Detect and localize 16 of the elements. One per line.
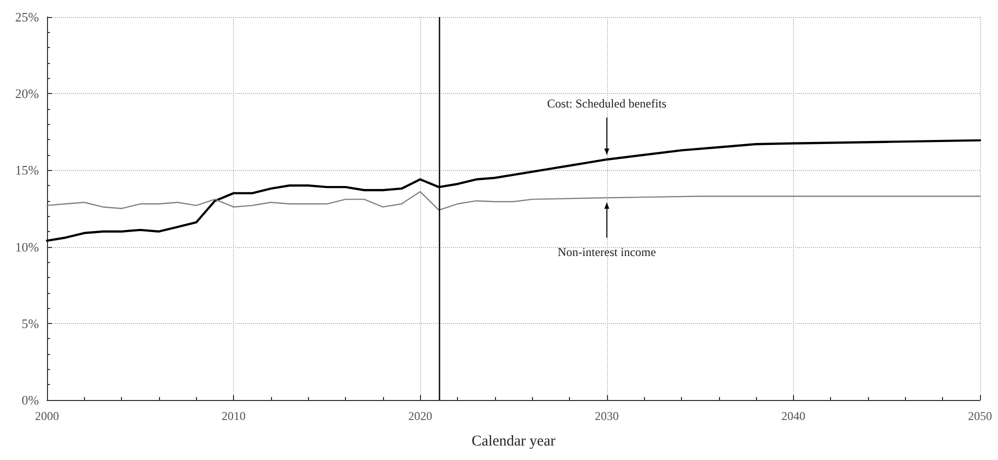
x-axis-title: Calendar year xyxy=(472,434,556,450)
y-tick-label: 10% xyxy=(15,239,40,254)
y-tick-label: 5% xyxy=(22,316,40,331)
x-tick-label: 2050 xyxy=(968,409,992,423)
x-tick-label: 2040 xyxy=(781,409,806,423)
y-tick-label: 15% xyxy=(15,162,40,178)
y-tick-label: 20% xyxy=(15,86,40,102)
annotation: Cost: Scheduled benefits xyxy=(547,96,667,110)
line-series xyxy=(46,191,981,211)
y-tick-label: 0% xyxy=(22,392,40,408)
x-tick-label: 2030 xyxy=(594,409,619,423)
x-tick-label: 2010 xyxy=(222,409,246,423)
x-tick-label: 2020 xyxy=(408,409,432,423)
y-tick-label: 25% xyxy=(15,10,40,24)
x-tick-label: 2000 xyxy=(35,409,59,423)
annotation: Non-interest income xyxy=(558,244,656,259)
